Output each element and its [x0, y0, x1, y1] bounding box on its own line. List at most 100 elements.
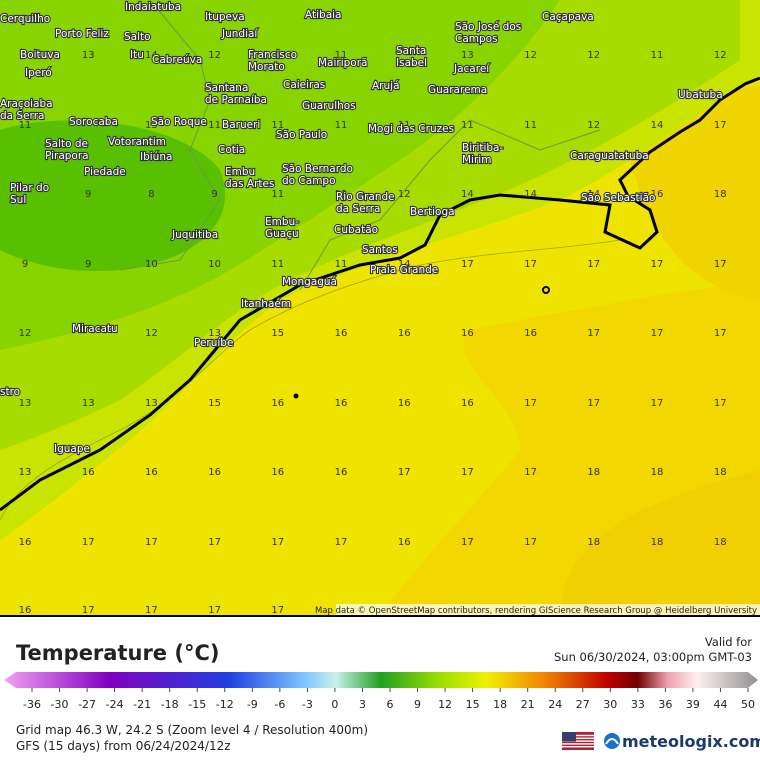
- grid-value: 12: [587, 50, 600, 61]
- colorbar-label: 9: [414, 698, 421, 711]
- grid-value: 14: [461, 189, 474, 200]
- grid-value: 9: [85, 189, 91, 200]
- grid-value: 11: [335, 120, 348, 131]
- colorbar-label: -6: [274, 698, 285, 711]
- map: 13 14 12 11 13 12 12 11 12 11 13 11 11 11 11 11 11 12 14 17…: [0, 0, 760, 616]
- place-label: São Sebastião: [581, 192, 655, 204]
- place-label: Guarulhos: [302, 100, 356, 112]
- colorbar-label: -30: [51, 698, 69, 711]
- place-label: São Roque: [151, 116, 207, 128]
- place-label: Peruíbe: [194, 337, 233, 349]
- place-label: do Campo: [282, 175, 336, 187]
- grid-value: 17: [651, 398, 664, 409]
- place-label: São José dos: [455, 21, 521, 33]
- place-label: Embu-: [265, 216, 299, 228]
- place-label: Pirapora: [45, 150, 89, 162]
- place-label: Isabel: [396, 57, 427, 69]
- place-label: Salto de: [45, 138, 88, 150]
- colorbar-label: 0: [331, 698, 338, 711]
- grid-value: 17: [524, 398, 537, 409]
- grid-value: 14: [651, 120, 664, 131]
- grid-value: 17: [82, 605, 95, 616]
- grid-value: 17: [714, 120, 727, 131]
- model-info: GFS (15 days) from 06/24/2024/12z: [16, 739, 231, 753]
- grid-value: 11: [271, 120, 284, 131]
- grid-value: 16: [524, 328, 537, 339]
- colorbar-label: 12: [438, 698, 452, 711]
- grid-value: 17: [587, 398, 600, 409]
- place-label: Praia Grande: [370, 264, 438, 276]
- place-label: Mairiporã: [318, 57, 368, 69]
- grid-value: 17: [208, 605, 221, 616]
- place-label: Indaiatuba: [125, 1, 181, 13]
- colorbar-label: 36: [658, 698, 672, 711]
- grid-value: 16: [145, 467, 158, 478]
- colorbar-label: 6: [387, 698, 394, 711]
- colorbar-label: -15: [188, 698, 206, 711]
- grid-value: 11: [271, 259, 284, 270]
- grid-value: 12: [398, 189, 411, 200]
- grid-value: 11: [335, 50, 348, 61]
- grid-value: 17: [651, 328, 664, 339]
- grid-value: 17: [524, 537, 537, 548]
- grid-value: 16: [335, 328, 348, 339]
- place-label: Ubatuba: [678, 89, 723, 101]
- grid-value: 18: [587, 467, 600, 478]
- grid-value: 16: [398, 537, 411, 548]
- grid-value: 16: [651, 189, 664, 200]
- place-label: da Serra: [0, 110, 44, 122]
- grid-value: 17: [587, 328, 600, 339]
- place-label: Miracatu: [72, 323, 118, 335]
- colorbar-label: -3: [302, 698, 313, 711]
- grid-value: 17: [145, 605, 158, 616]
- colorbar-label: 50: [741, 698, 755, 711]
- grid-value: 9: [211, 189, 217, 200]
- place-label: stro: [0, 386, 20, 398]
- colorbar-label: 27: [576, 698, 590, 711]
- place-label: Rio Grande: [336, 191, 395, 203]
- grid-value: 12: [208, 50, 221, 61]
- place-label: Bertioga: [410, 206, 455, 218]
- grid-value: 9: [22, 259, 28, 270]
- place-label: da Serra: [336, 203, 380, 215]
- grid-value: 18: [714, 467, 727, 478]
- place-label: Santa: [396, 45, 426, 57]
- grid-value: 16: [398, 398, 411, 409]
- grid-value: 16: [19, 537, 32, 548]
- place-label: Sul: [10, 194, 26, 206]
- place-label: São Paulo: [276, 129, 327, 141]
- grid-value: 13: [19, 398, 32, 409]
- place-label: Caraguatatuba: [570, 150, 649, 162]
- grid-value: 16: [19, 605, 32, 616]
- colorbar-label: 15: [466, 698, 480, 711]
- colorbar-label: -18: [161, 698, 179, 711]
- colorbar-label: 24: [548, 698, 562, 711]
- place-label: Barueri: [222, 119, 260, 131]
- grid-value: 14: [398, 259, 411, 270]
- place-label: Salto: [124, 31, 151, 43]
- place-label: Piedade: [84, 166, 126, 178]
- colorbar-label: -36: [23, 698, 41, 711]
- colorbar-label: -27: [78, 698, 96, 711]
- grid-value: 15: [271, 328, 284, 339]
- place-label: Pilar do: [10, 182, 49, 194]
- place-label: Itanhaém: [241, 298, 291, 310]
- grid-value: 16: [398, 328, 411, 339]
- brand[interactable]: meteologix.com: [622, 732, 760, 751]
- place-label: Itupeva: [205, 11, 245, 23]
- place-label: Guaçu: [265, 228, 299, 240]
- place-label: Caçapava: [542, 11, 594, 23]
- grid-value: 12: [587, 120, 600, 131]
- valid-time: Sun 06/30/2024, 03:00pm GMT-03: [554, 650, 752, 664]
- colorbar-label: -21: [133, 698, 151, 711]
- place-label: Cerquilho: [0, 13, 50, 25]
- place-label: Mirim: [462, 154, 491, 166]
- place-label: Iperó: [25, 67, 52, 79]
- grid-value: 16: [271, 398, 284, 409]
- place-label: Arujá: [372, 80, 400, 92]
- grid-value: 16: [208, 467, 221, 478]
- grid-value: 17: [461, 537, 474, 548]
- grid-value: 10: [145, 259, 158, 270]
- grid-value: 13: [19, 467, 32, 478]
